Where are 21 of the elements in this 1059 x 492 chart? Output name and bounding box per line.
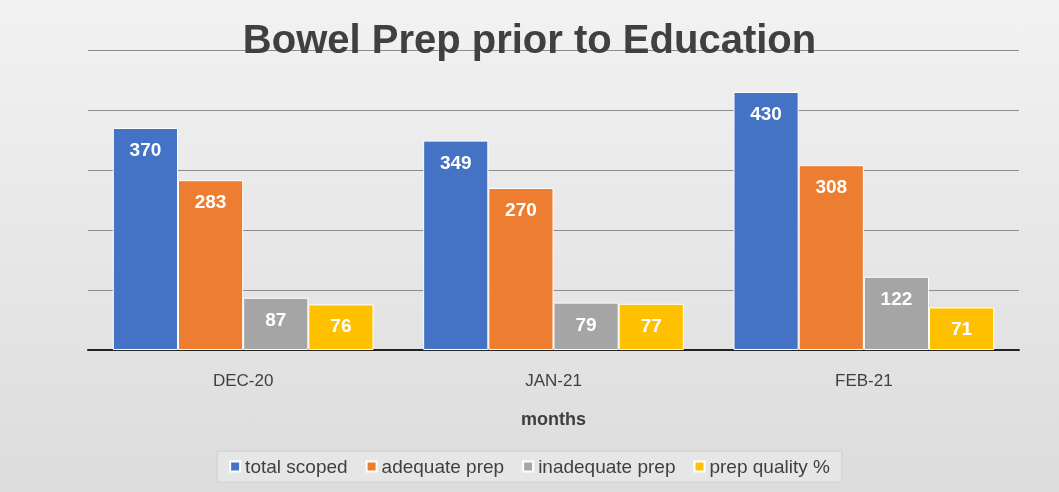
x-tick-label: DEC-20 [212,371,274,390]
data-label: 270 [505,199,537,220]
x-axis-title: months [521,409,586,429]
data-label: 430 [750,103,782,124]
data-label: 370 [129,139,162,160]
data-label: 283 [194,191,227,213]
data-label: 76 [330,315,352,337]
legend-label: prep quality % [709,456,830,477]
data-label: 349 [439,151,472,173]
legend-label: inadequate prep [538,456,676,477]
chart-title: Bowel Prep prior to Education [242,17,817,61]
data-label: 122 [880,287,913,309]
legend-label: adequate prep [381,456,505,477]
data-label: 71 [951,318,973,340]
data-label: 87 [265,308,287,330]
data-label: 77 [640,314,662,336]
x-tick-label: JAN-21 [525,371,582,390]
data-label: 308 [815,176,848,198]
x-tick-label: FEB-21 [835,371,893,390]
legend-label: total scoped [245,456,348,477]
data-label: 79 [575,313,597,335]
